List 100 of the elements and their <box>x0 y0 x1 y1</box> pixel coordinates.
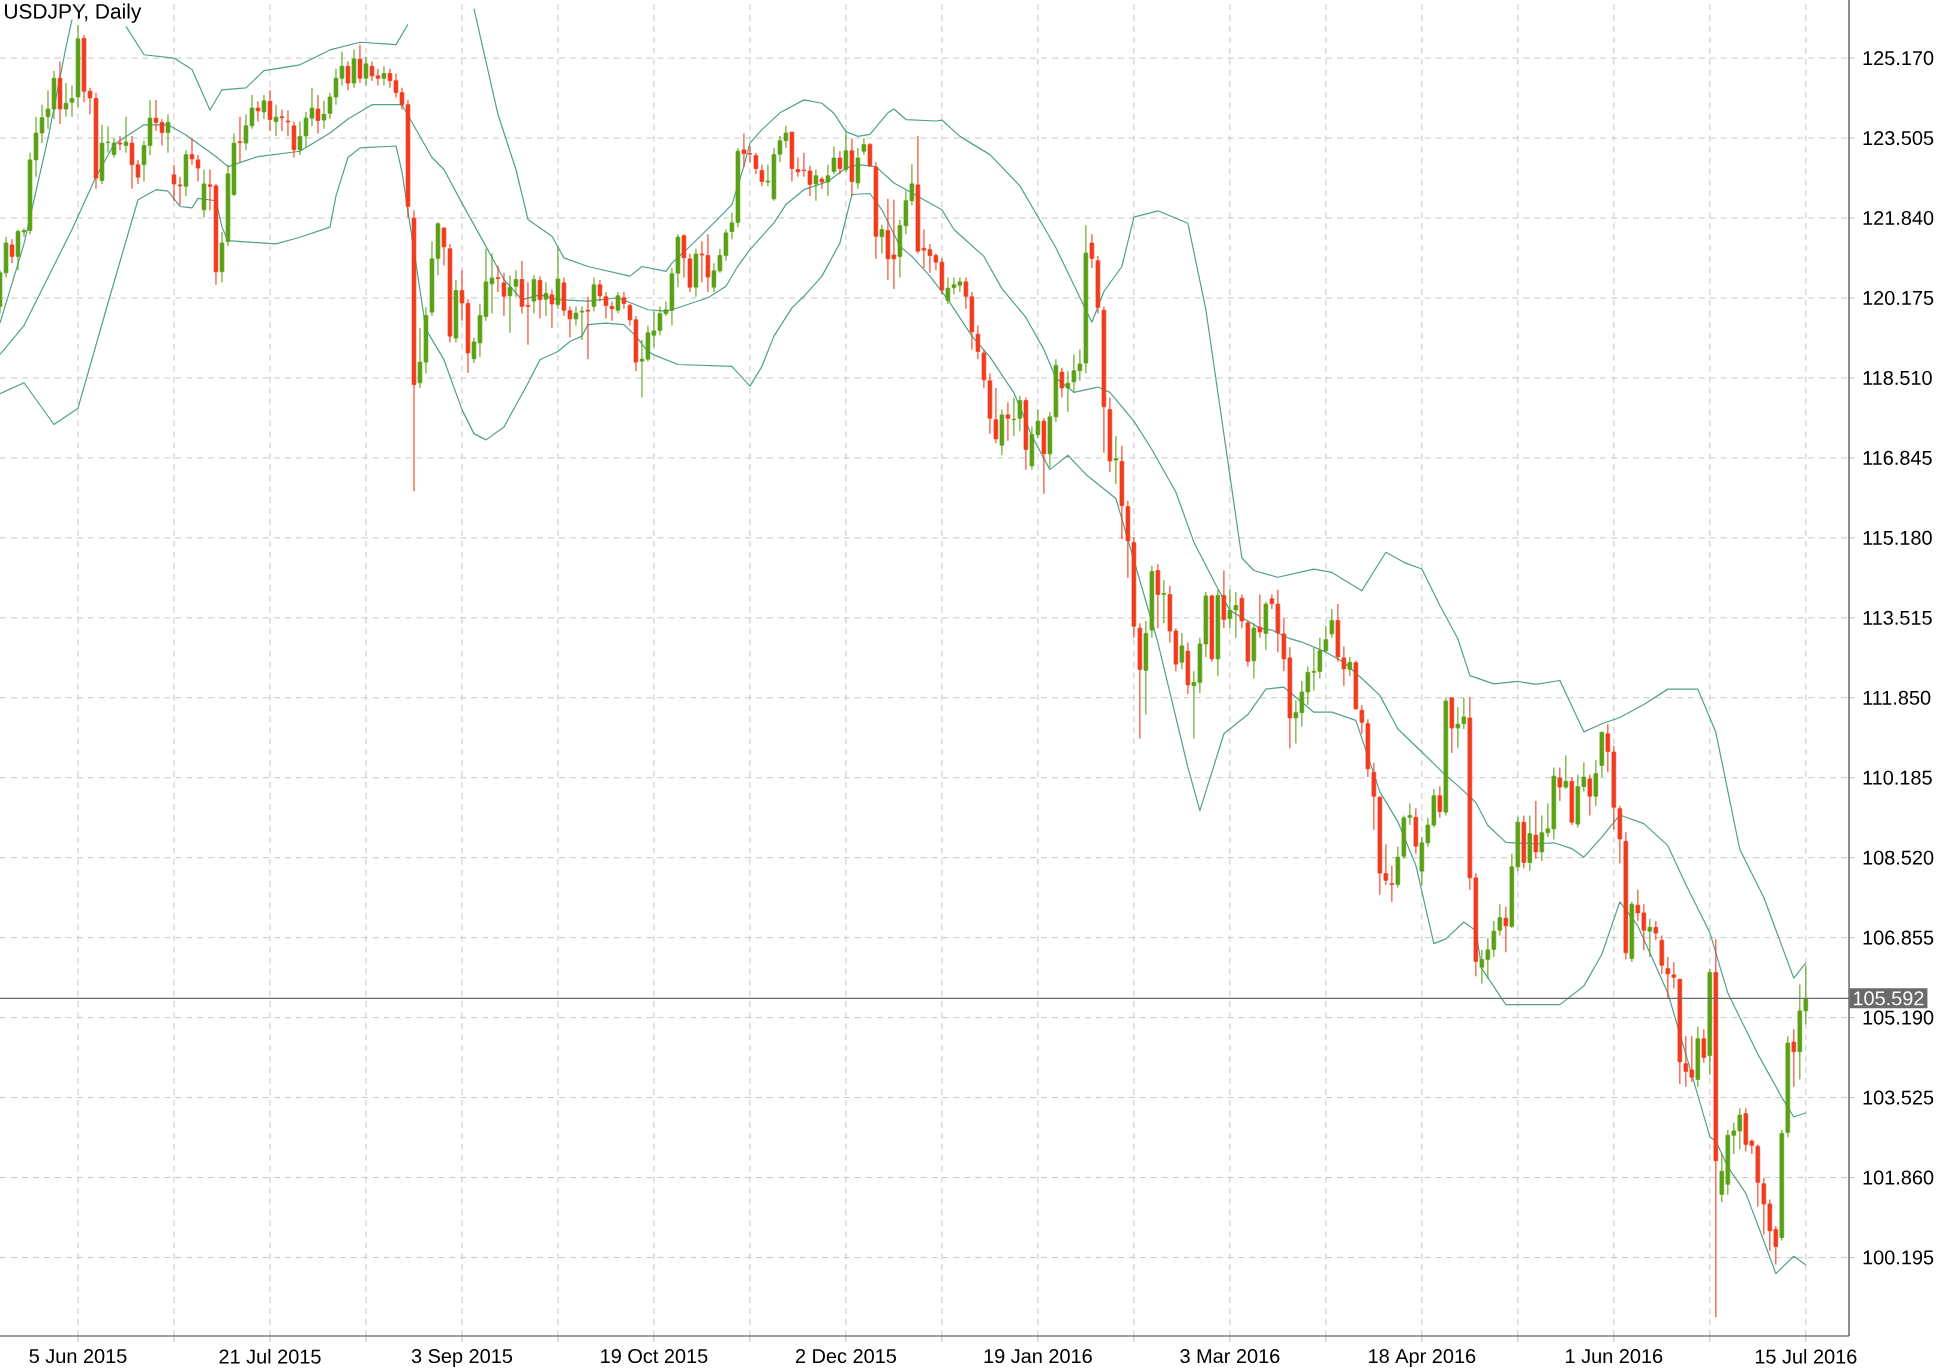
candlestick <box>507 274 513 334</box>
candlestick <box>513 269 519 298</box>
candlestick <box>1011 397 1017 437</box>
candlestick <box>1017 395 1023 432</box>
candlestick <box>1257 593 1263 639</box>
candlestick <box>1563 754 1569 790</box>
candlestick <box>1497 903 1503 937</box>
candlestick <box>1791 1028 1797 1088</box>
candlestick <box>831 145 837 175</box>
candlestick <box>237 116 243 163</box>
candlestick <box>279 108 285 132</box>
candlestick <box>363 56 369 87</box>
candlestick <box>537 276 543 319</box>
candlestick <box>615 291 621 315</box>
ref-line-label: 105.592 <box>1853 991 1924 1006</box>
candlestick <box>1113 435 1119 485</box>
candlestick <box>321 100 327 130</box>
candlestick <box>843 130 849 173</box>
candlestick <box>267 89 273 132</box>
candlestick <box>975 325 981 360</box>
line-series <box>125 23 409 111</box>
candlestick <box>1329 608 1335 639</box>
candlestick <box>585 296 591 360</box>
candlestick <box>993 387 999 444</box>
candlestick <box>1239 593 1245 629</box>
chart-title: USDJPY, Daily <box>5 3 142 23</box>
y-tick-label: 123.505 <box>1863 131 1934 146</box>
candlestick <box>531 274 537 315</box>
candlestick <box>441 226 447 267</box>
candlestick <box>1533 800 1539 860</box>
candlestick <box>1065 370 1071 413</box>
x-tick-label: 3 Mar 2016 <box>1180 1349 1280 1364</box>
y-tick-label: 101.860 <box>1863 1170 1934 1185</box>
y-tick-label: 120.175 <box>1863 290 1934 306</box>
candlestick <box>1593 759 1599 807</box>
candlestick <box>345 60 351 91</box>
candlestick <box>285 109 291 137</box>
y-tick-label: 118.510 <box>1863 370 1932 385</box>
candlestick <box>1647 918 1653 958</box>
candlestick <box>1389 865 1395 903</box>
x-tick-label: 2 Dec 2015 <box>795 1349 897 1364</box>
candlestick <box>837 150 843 175</box>
candlestick <box>1059 367 1065 399</box>
candlestick <box>759 164 765 187</box>
candlestick <box>879 224 885 255</box>
candlestick <box>1179 632 1185 670</box>
candlestick <box>165 113 171 154</box>
candlestick <box>867 142 873 168</box>
candlestick <box>1503 906 1509 953</box>
candlestick <box>1347 656 1353 677</box>
x-tick-label: 19 Jan 2016 <box>984 1349 1092 1364</box>
candlestick <box>1359 704 1365 735</box>
candlestick <box>501 272 507 317</box>
y-tick-label: 113.515 <box>1863 610 1932 625</box>
candlestick <box>1005 401 1011 442</box>
x-tick-label: 1 Jun 2016 <box>1566 1349 1663 1364</box>
candlestick <box>63 82 69 118</box>
candlestick <box>609 301 615 322</box>
candlestick <box>597 279 603 303</box>
candlestick <box>315 94 321 135</box>
y-tick-label: 121.840 <box>1863 210 1934 226</box>
candlestick <box>357 44 363 84</box>
candlestick <box>543 281 549 317</box>
candlestick <box>1455 706 1461 749</box>
y-tick-label: 105.190 <box>1863 1010 1934 1025</box>
candlestick <box>123 116 129 154</box>
y-tick-label: 111.850 <box>1863 690 1931 705</box>
y-tick-label: 116.845 <box>1863 450 1932 465</box>
candlestick <box>381 65 387 87</box>
candlestick <box>819 176 825 190</box>
x-tick-label: 18 Apr 2016 <box>1369 1349 1476 1368</box>
candlestick <box>1557 766 1563 802</box>
candlestick <box>69 84 75 118</box>
x-tick-label: 21 Jul 2015 <box>219 1349 321 1364</box>
candlestick <box>1587 774 1593 816</box>
y-tick-label: 110.185 <box>1863 770 1932 785</box>
candlestick <box>255 100 261 123</box>
y-tick-label: 100.195 <box>1863 1250 1934 1265</box>
x-tick-label: 5 Jun 2015 <box>29 1349 127 1364</box>
candlestick <box>813 168 819 202</box>
candlestick <box>825 164 831 197</box>
candlestick <box>861 137 867 156</box>
candlestick <box>495 265 501 293</box>
candlestick <box>591 277 597 312</box>
line-series <box>473 8 1807 979</box>
x-tick-label: 19 Oct 2015 <box>601 1349 708 1364</box>
candlestick <box>603 291 609 319</box>
line-series <box>0 145 1807 1275</box>
candlestick <box>1437 786 1443 819</box>
candlestick <box>1653 920 1659 941</box>
candlestick <box>621 291 627 310</box>
candlestick <box>1089 233 1095 269</box>
candlestick <box>1461 697 1467 730</box>
candlestick <box>9 238 15 264</box>
candlestick <box>117 135 123 151</box>
candlestick <box>261 94 267 120</box>
y-tick-label: 108.520 <box>1863 850 1934 865</box>
candlestick <box>549 289 555 329</box>
x-tick-label: 15 Jul 2016 <box>1755 1349 1857 1364</box>
y-tick-label: 103.525 <box>1863 1090 1934 1105</box>
